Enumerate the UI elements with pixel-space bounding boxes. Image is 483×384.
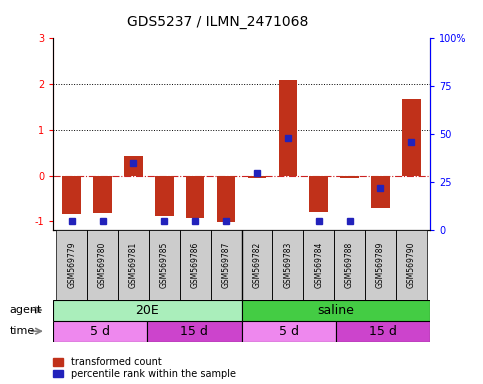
Text: saline: saline xyxy=(317,304,354,316)
Text: GSM569790: GSM569790 xyxy=(407,242,416,288)
FancyBboxPatch shape xyxy=(334,230,365,300)
Text: GSM569787: GSM569787 xyxy=(222,242,230,288)
FancyBboxPatch shape xyxy=(147,321,242,342)
Bar xyxy=(341,175,359,178)
FancyBboxPatch shape xyxy=(303,230,334,300)
Text: GSM569783: GSM569783 xyxy=(284,242,292,288)
Bar xyxy=(402,99,421,175)
Text: GSM569789: GSM569789 xyxy=(376,242,385,288)
Bar xyxy=(186,175,204,218)
FancyBboxPatch shape xyxy=(53,300,242,321)
Text: 5 d: 5 d xyxy=(279,325,298,338)
Bar xyxy=(93,175,112,213)
Bar xyxy=(155,175,173,216)
Text: time: time xyxy=(10,326,35,336)
Bar xyxy=(310,175,328,212)
Bar xyxy=(248,175,266,178)
FancyBboxPatch shape xyxy=(180,230,211,300)
FancyBboxPatch shape xyxy=(211,230,242,300)
Text: GSM569784: GSM569784 xyxy=(314,242,323,288)
Legend: transformed count, percentile rank within the sample: transformed count, percentile rank withi… xyxy=(53,357,236,379)
Text: GSM569780: GSM569780 xyxy=(98,242,107,288)
FancyBboxPatch shape xyxy=(242,300,430,321)
Text: 15 d: 15 d xyxy=(369,325,397,338)
Bar xyxy=(124,156,142,175)
Text: agent: agent xyxy=(10,305,42,315)
FancyBboxPatch shape xyxy=(272,230,303,300)
Text: 20E: 20E xyxy=(135,304,159,316)
Text: GSM569786: GSM569786 xyxy=(191,242,199,288)
Text: GSM569781: GSM569781 xyxy=(129,242,138,288)
FancyBboxPatch shape xyxy=(56,230,87,300)
Text: GDS5237 / ILMN_2471068: GDS5237 / ILMN_2471068 xyxy=(127,15,308,29)
FancyBboxPatch shape xyxy=(396,230,427,300)
FancyBboxPatch shape xyxy=(118,230,149,300)
Bar xyxy=(62,175,81,214)
Text: GSM569779: GSM569779 xyxy=(67,242,76,288)
Text: 15 d: 15 d xyxy=(181,325,208,338)
FancyBboxPatch shape xyxy=(336,321,430,342)
Text: GSM569785: GSM569785 xyxy=(160,242,169,288)
Text: GSM569788: GSM569788 xyxy=(345,242,354,288)
Bar xyxy=(217,175,235,222)
FancyBboxPatch shape xyxy=(365,230,396,300)
FancyBboxPatch shape xyxy=(242,230,272,300)
FancyBboxPatch shape xyxy=(53,321,147,342)
Bar xyxy=(279,80,297,175)
Bar xyxy=(371,175,390,209)
Text: GSM569782: GSM569782 xyxy=(253,242,261,288)
FancyBboxPatch shape xyxy=(87,230,118,300)
FancyBboxPatch shape xyxy=(149,230,180,300)
FancyBboxPatch shape xyxy=(242,321,336,342)
Text: 5 d: 5 d xyxy=(90,325,110,338)
